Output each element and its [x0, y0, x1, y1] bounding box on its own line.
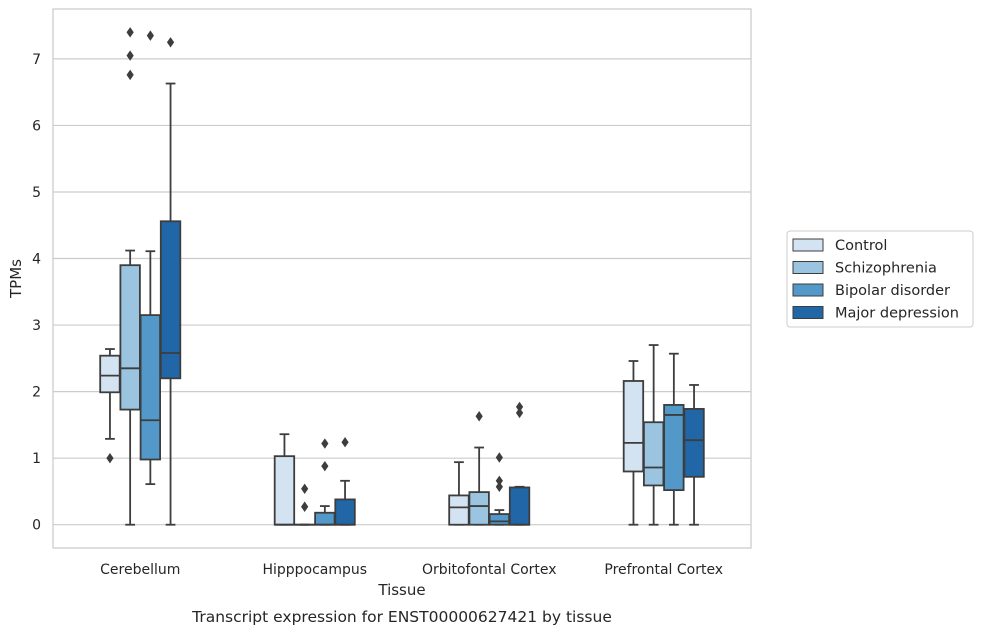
box-2-1 — [314, 438, 336, 526]
legend-label: Bipolar disorder — [835, 283, 950, 299]
legend-label: Schizophrenia — [835, 261, 937, 277]
outlier-marker-0 — [301, 483, 309, 494]
plot-area-frame — [52, 8, 752, 549]
y-tick-label-1: 1 — [32, 451, 41, 467]
box-body — [314, 511, 336, 526]
legend-item-3: Major depression — [792, 306, 959, 322]
legend-swatch — [792, 306, 824, 319]
box-body — [468, 491, 490, 526]
outlier-marker-0 — [495, 452, 503, 463]
box-1-3 — [643, 344, 665, 526]
box-0-1 — [273, 433, 296, 526]
box-body — [643, 421, 665, 487]
outlier-marker-1 — [321, 460, 329, 472]
box-body — [683, 408, 705, 478]
y-tick-label-3: 3 — [32, 318, 41, 334]
outlier-marker-2 — [126, 69, 134, 81]
outlier-marker-0 — [341, 436, 349, 448]
outlier-marker-0 — [146, 30, 154, 41]
box-2-2 — [488, 452, 511, 526]
outlier-marker-0 — [126, 27, 134, 38]
outlier-marker-0 — [166, 37, 175, 48]
legend-label: Major depression — [835, 306, 959, 322]
box-body — [334, 498, 356, 526]
y-tick-label-7: 7 — [32, 52, 41, 68]
legend: Control Schizophrenia Bipolar disorder Majo… — [786, 230, 974, 328]
legend-frame — [786, 230, 974, 328]
box-1-1 — [293, 483, 316, 526]
box-body — [119, 264, 141, 411]
outlier-marker-0 — [515, 401, 524, 413]
box-2-3 — [663, 352, 685, 526]
box-3-3 — [683, 384, 705, 526]
outlier-marker-1 — [495, 475, 503, 486]
x-tick-label-0: Cerebellum — [100, 562, 180, 578]
figure-caption: Transcript expression for ENST0000062742… — [191, 608, 612, 626]
outlier-marker-0 — [321, 438, 329, 449]
box-body — [622, 380, 645, 473]
box-3-0 — [159, 37, 182, 526]
y-tick-label-0: 0 — [32, 518, 41, 534]
box-body — [508, 486, 531, 526]
x-tick-label-3: Prefrontal Cortex — [604, 562, 723, 578]
x-axis-label: Tissue — [377, 581, 425, 599]
legend-label: Control — [835, 238, 887, 254]
y-tick-label-5: 5 — [32, 185, 41, 201]
box-0-0 — [99, 348, 121, 464]
box-body — [273, 455, 296, 526]
x-tick-label-2: Orbitofontal Cortex — [422, 562, 557, 578]
box-body — [159, 220, 182, 380]
outlier-marker-0 — [106, 452, 114, 464]
y-tick-label-4: 4 — [32, 252, 41, 268]
y-axis-tick-labels: 0 1 2 3 4 5 6 7 — [32, 52, 41, 534]
box-body — [448, 494, 470, 526]
box-body — [488, 513, 511, 526]
y-axis-label: TPMs — [7, 259, 25, 299]
box-0-2 — [448, 461, 470, 526]
outlier-marker-2 — [495, 481, 503, 492]
box-body — [663, 404, 685, 492]
legend-swatch — [792, 283, 824, 297]
box-1-2 — [468, 411, 490, 526]
legend-item-2: Bipolar disorder — [792, 283, 950, 299]
box-body — [139, 314, 162, 461]
x-tick-label-1: Hipppocampus — [262, 562, 367, 578]
outlier-marker-1 — [515, 407, 524, 419]
legend-items: Control Schizophrenia Bipolar disorder Majo… — [792, 238, 959, 322]
legend-item-1: Schizophrenia — [792, 261, 937, 277]
x-axis-tick-labels: Cerebellum Hipppocampus Orbitofontal Corte… — [100, 562, 723, 578]
y-tick-label-2: 2 — [32, 385, 41, 401]
legend-swatch — [792, 238, 824, 252]
legend-item-0: Control — [792, 238, 887, 254]
box-2-0 — [139, 30, 162, 486]
outlier-marker-1 — [301, 501, 309, 512]
box-series — [99, 27, 705, 526]
outlier-marker-1 — [126, 50, 134, 61]
box-body — [99, 354, 121, 394]
box-1-0 — [119, 27, 141, 526]
y-tick-label-6: 6 — [32, 118, 41, 134]
legend-swatch — [792, 261, 824, 274]
outlier-marker-0 — [475, 411, 483, 422]
box-0-3 — [622, 360, 645, 526]
box-3-1 — [334, 436, 356, 526]
box-3-2 — [508, 401, 531, 526]
